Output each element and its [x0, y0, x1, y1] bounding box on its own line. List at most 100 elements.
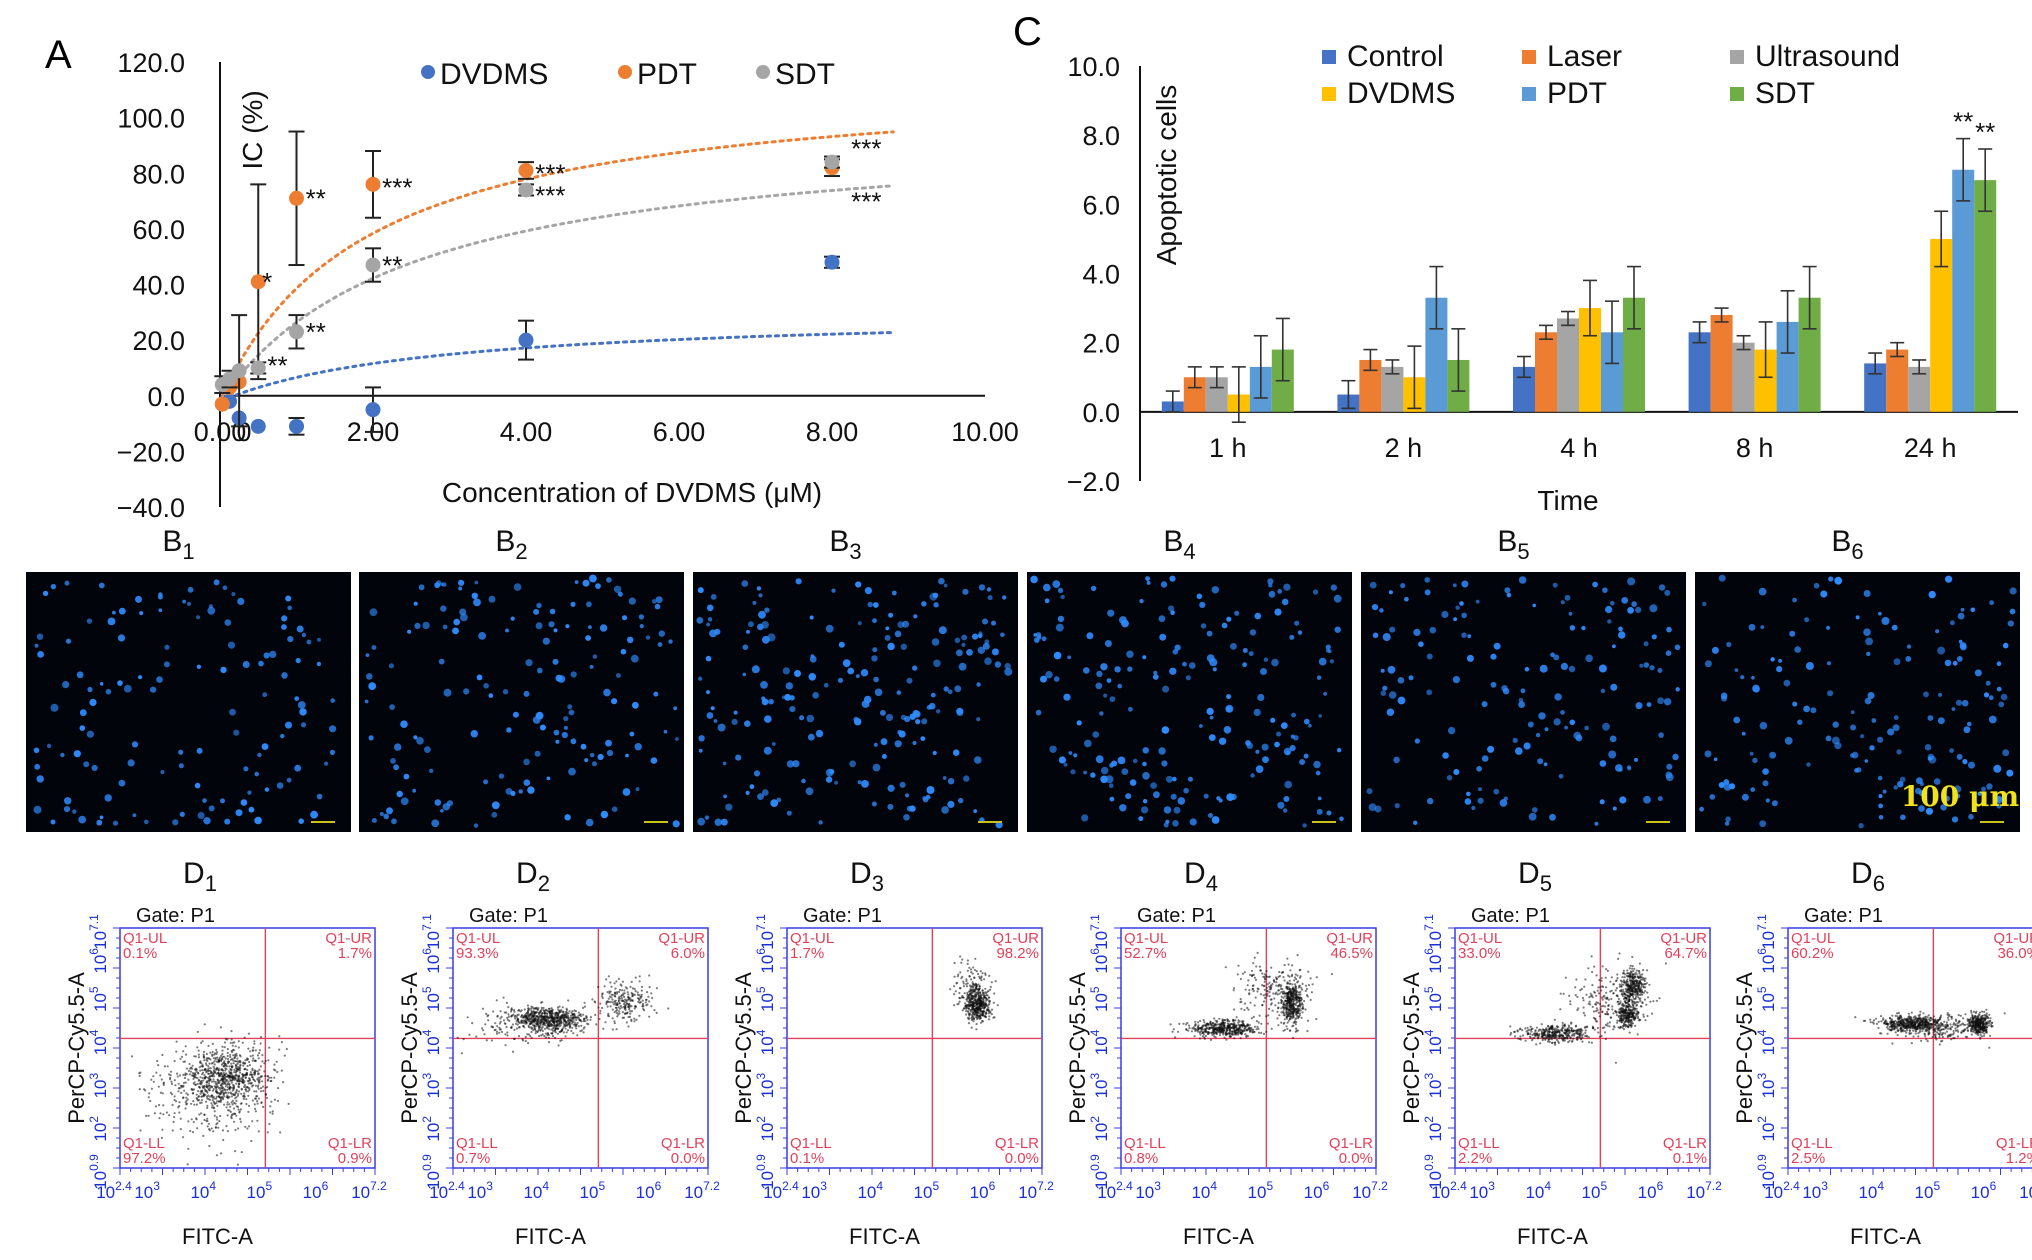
flow-event [582, 1006, 585, 1010]
cell-nucleus [714, 628, 721, 635]
x-tick-label: 106 [636, 1179, 662, 1202]
cell-nucleus [1704, 750, 1712, 758]
flow-event [217, 1095, 220, 1098]
flow-event [158, 1117, 161, 1120]
flow-event [631, 993, 634, 996]
flow-event [541, 1011, 544, 1015]
flow-event [568, 1026, 571, 1029]
cell-nucleus [600, 810, 609, 819]
cell-nucleus [1277, 801, 1285, 809]
cell-nucleus [483, 779, 489, 785]
flow-event [230, 1101, 233, 1104]
flow-event [495, 1030, 499, 1033]
cell-nucleus [1323, 692, 1327, 696]
flow-event [471, 1022, 474, 1025]
flow-event [217, 1067, 220, 1070]
cell-nucleus [1864, 697, 1872, 705]
cell-nucleus [1832, 721, 1839, 728]
flow-event [192, 1088, 196, 1091]
cell-nucleus [1121, 768, 1129, 775]
flow-event [199, 1061, 202, 1065]
cell-nucleus [138, 675, 143, 680]
flow-event [239, 1071, 242, 1074]
cell-nucleus [1618, 631, 1626, 639]
flow-event [642, 1002, 645, 1006]
cell-nucleus [741, 580, 749, 587]
flow-event [206, 1104, 209, 1107]
data-point-sdt [365, 257, 381, 273]
cell-nucleus [704, 815, 710, 820]
x-tick-label: 107.2 [1018, 1179, 1054, 1202]
legend-label-pdt: PDT [1547, 77, 1607, 110]
cell-nucleus [403, 773, 410, 780]
legend-marker-sdt [756, 65, 770, 79]
flow-event [550, 1019, 553, 1022]
cell-nucleus [442, 803, 450, 811]
flow-event [585, 1016, 588, 1020]
flow-event [961, 994, 964, 998]
cell-nucleus [1805, 662, 1814, 670]
flow-event [629, 1012, 632, 1015]
flow-event [571, 1020, 575, 1024]
flow-event [1178, 1022, 1181, 1025]
cell-nucleus [885, 626, 890, 631]
flow-event [601, 995, 604, 998]
flow-event [979, 996, 983, 1000]
cell-nucleus [1447, 726, 1456, 735]
cell-nucleus [1040, 675, 1047, 683]
flow-event [223, 1046, 226, 1049]
cell-nucleus [1878, 815, 1884, 820]
flow-event [586, 1022, 589, 1025]
x-tick-base: 10 [96, 1183, 115, 1202]
panel-c-letter: C [1013, 10, 1042, 54]
cell-nucleus [1881, 617, 1890, 625]
cell-nucleus [1317, 796, 1322, 801]
flow-event [984, 972, 987, 975]
cell-nucleus [925, 794, 931, 800]
flow-event [230, 1049, 233, 1052]
cell-nucleus [513, 583, 522, 591]
panel-c-y-ticks: 10.08.06.04.02.00.0−2.0 [1067, 52, 1120, 497]
flow-event [249, 1050, 252, 1053]
cell-nucleus [920, 736, 926, 741]
flow-event [515, 1020, 518, 1023]
cell-nucleus [1544, 727, 1549, 732]
cell-nucleus [510, 790, 516, 797]
flow-event [1286, 1014, 1289, 1018]
y-tick-base: 10 [424, 1123, 443, 1142]
flow-event [1287, 996, 1290, 999]
flow-event [529, 1034, 532, 1038]
flow-event [184, 1107, 187, 1110]
cell-nucleus [713, 719, 718, 723]
flow-event [1230, 1027, 1233, 1030]
cell-nucleus [1515, 747, 1523, 755]
cell-nucleus [1121, 619, 1129, 628]
flow-event [606, 1014, 610, 1017]
flow-event [1216, 1026, 1219, 1029]
flow-event [263, 1062, 266, 1065]
cell-nucleus [1554, 693, 1562, 701]
flow-event [556, 1006, 560, 1009]
flow-event [530, 1030, 533, 1034]
b-panel-label: B5 [1497, 525, 1529, 564]
cell-nucleus [286, 777, 292, 783]
flow-event [975, 1004, 978, 1007]
flow-event [162, 1113, 165, 1116]
cell-nucleus [758, 610, 766, 619]
flow-event [561, 1006, 564, 1009]
flow-event [538, 1034, 541, 1038]
flow-event [966, 959, 970, 962]
flow-event [1292, 1036, 1295, 1040]
flow-event [1232, 1019, 1235, 1022]
flow-event [199, 1092, 202, 1095]
cell-nucleus [903, 814, 910, 821]
flow-event [957, 973, 960, 976]
cell-nucleus [473, 598, 481, 607]
legend-swatch-dvdms [1322, 87, 1336, 101]
flow-event [966, 1000, 969, 1003]
cell-nucleus [400, 720, 408, 728]
flow-event [527, 1016, 530, 1019]
flow-event [270, 1076, 273, 1079]
data-point-sdt [289, 324, 304, 340]
